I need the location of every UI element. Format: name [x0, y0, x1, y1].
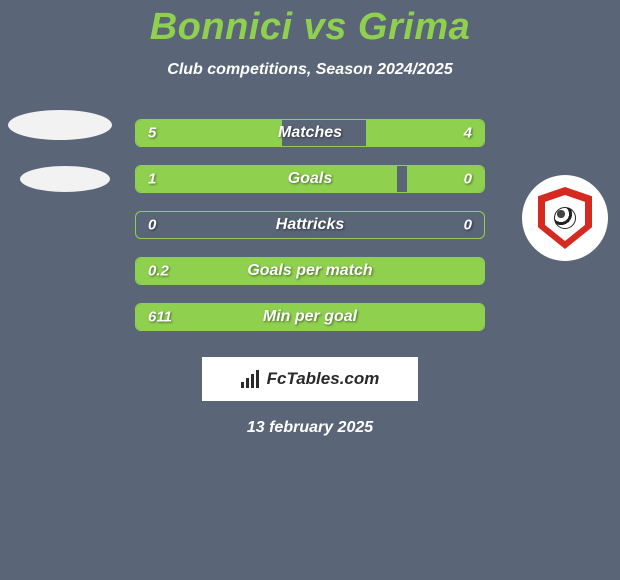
stat-bar: 611 Min per goal [135, 303, 485, 331]
left-team-logo [8, 110, 98, 200]
bar-chart-icon [241, 370, 263, 388]
stat-label: Min per goal [263, 308, 357, 326]
placeholder-ellipse-icon [8, 110, 112, 140]
club-crest-icon [522, 175, 608, 261]
brand-badge: FcTables.com [202, 357, 418, 401]
stats-bars: 5 4 Matches 1 0 Goals 0 0 Hattricks 0.2 Goals per … [135, 119, 485, 331]
stat-right-value: 0 [464, 217, 472, 234]
placeholder-ellipse-icon [20, 166, 110, 192]
stat-left-value: 1 [148, 171, 156, 188]
stat-left-value: 0.2 [148, 263, 169, 280]
stat-right-value: 0 [464, 171, 472, 188]
stat-bar: 1 0 Goals [135, 165, 485, 193]
date-text: 13 february 2025 [0, 419, 620, 437]
bar-fill-left [136, 120, 282, 146]
stat-bar: 5 4 Matches [135, 119, 485, 147]
stat-bar: 0 0 Hattricks [135, 211, 485, 239]
bar-fill-left [136, 166, 397, 192]
football-icon [554, 207, 576, 229]
brand-text: FcTables.com [267, 369, 380, 389]
stat-left-value: 5 [148, 125, 156, 142]
stat-right-value: 4 [464, 125, 472, 142]
stat-label: Goals [288, 170, 332, 188]
bar-fill-right [407, 166, 484, 192]
subtitle: Club competitions, Season 2024/2025 [0, 61, 620, 79]
stat-label: Goals per match [247, 262, 372, 280]
stat-label: Matches [278, 124, 342, 142]
right-team-logo [522, 175, 612, 265]
stat-left-value: 0 [148, 217, 156, 234]
page-title: Bonnici vs Grima [0, 0, 620, 49]
stat-left-value: 611 [148, 309, 172, 326]
stat-bar: 0.2 Goals per match [135, 257, 485, 285]
stat-label: Hattricks [276, 216, 344, 234]
